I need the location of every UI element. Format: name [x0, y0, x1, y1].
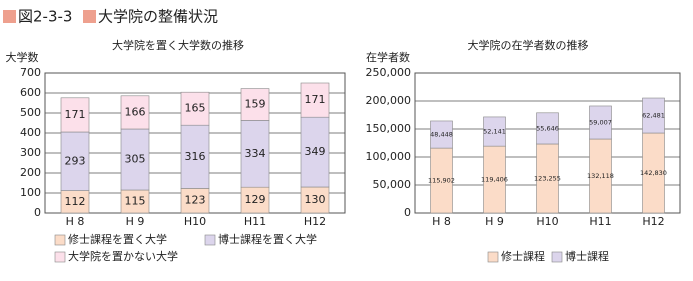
bar-segment: [300, 82, 330, 118]
data-label: 62,481: [642, 112, 665, 120]
legend-swatch: [54, 251, 66, 263]
bar-segment: [60, 131, 90, 191]
figure-title: 大学院の整備状況: [98, 8, 218, 26]
data-label: 166: [125, 105, 146, 118]
y-tick-label: 700: [20, 66, 41, 79]
data-label: 123,255: [534, 174, 561, 182]
y-tick-label: 150,000: [366, 122, 412, 135]
legend-swatch: [54, 234, 66, 246]
x-tick-label: H11: [589, 215, 611, 228]
y-tick-label: 200,000: [366, 94, 412, 107]
data-label: 129: [245, 193, 266, 206]
bar-segment: [589, 105, 612, 140]
data-label: 171: [305, 93, 326, 106]
data-label: 123: [185, 194, 206, 207]
data-label: 316: [185, 150, 206, 163]
data-label: 112: [65, 195, 86, 208]
x-tick-label: H 8: [66, 215, 85, 228]
data-label: 59,007: [589, 118, 612, 126]
bar-segment: [240, 88, 270, 121]
legend-label: 博士課程を置く大学: [218, 232, 317, 246]
x-tick-label: H10: [184, 215, 206, 228]
y-tick-label: 0: [34, 206, 41, 219]
bar-segment: [120, 128, 150, 191]
y-tick-label: 300: [20, 146, 41, 159]
y-tick-label: 500: [20, 106, 41, 119]
bar-segment: [642, 97, 665, 134]
data-label: 130: [305, 193, 326, 206]
data-label: 52,141: [483, 128, 506, 136]
data-label: 119,406: [481, 176, 508, 184]
y-tick-label: 50,000: [373, 178, 412, 191]
bar-segment: [483, 116, 506, 147]
y-tick-label: 100: [20, 186, 41, 199]
bar-segment: [120, 95, 150, 130]
bar-segment: [180, 91, 210, 126]
header-square: [3, 10, 16, 23]
bar-segment: [536, 112, 559, 145]
x-tick-label: H 8: [432, 215, 451, 228]
data-label: 349: [305, 145, 326, 158]
y-tick-label: 0: [404, 206, 411, 219]
y-tick-label: 600: [20, 86, 41, 99]
data-label: 55,646: [536, 124, 559, 132]
x-tick-label: H10: [536, 215, 558, 228]
x-tick-label: H12: [642, 215, 664, 228]
x-tick-label: H12: [304, 215, 326, 228]
y-axis-label: 在学者数: [366, 50, 410, 64]
legend-swatch: [551, 251, 563, 263]
data-label: 293: [65, 154, 86, 167]
data-label: 115: [125, 195, 146, 208]
chart-title: 大学院を置く大学数の推移: [112, 38, 244, 52]
figure-number: 図2-3-3: [18, 8, 72, 26]
y-tick-label: 400: [20, 126, 41, 139]
legend-swatch: [204, 234, 216, 246]
y-tick-label: 100,000: [366, 150, 412, 163]
bar-segment: [430, 120, 453, 149]
data-label: 334: [245, 147, 266, 160]
bar-segment: [300, 186, 330, 214]
legend-label: 修士課程: [501, 249, 545, 263]
bar-segment: [60, 97, 90, 133]
data-label: 132,118: [587, 172, 614, 180]
chart-title: 大学院の在学者数の推移: [468, 38, 589, 52]
y-tick-label: 200: [20, 166, 41, 179]
data-label: 142,830: [640, 169, 667, 177]
x-tick-label: H 9: [485, 215, 504, 228]
data-label: 115,902: [428, 177, 455, 185]
legend-label: 大学院を置かない大学: [68, 249, 178, 263]
data-label: 171: [65, 108, 86, 121]
legend-swatch: [487, 251, 499, 263]
data-label: 48,448: [430, 131, 453, 139]
bar-segment: [240, 120, 270, 188]
x-tick-label: H 9: [126, 215, 145, 228]
header-square: [83, 10, 96, 23]
data-label: 305: [125, 153, 146, 166]
data-label: 165: [185, 102, 206, 115]
legend-label: 修士課程を置く大学: [68, 232, 167, 246]
x-tick-label: H11: [244, 215, 266, 228]
y-axis-label: 大学数: [6, 50, 39, 64]
bar-segment: [300, 116, 330, 188]
data-label: 159: [245, 98, 266, 111]
legend-label: 博士課程: [565, 249, 609, 263]
y-tick-label: 250,000: [366, 66, 412, 79]
